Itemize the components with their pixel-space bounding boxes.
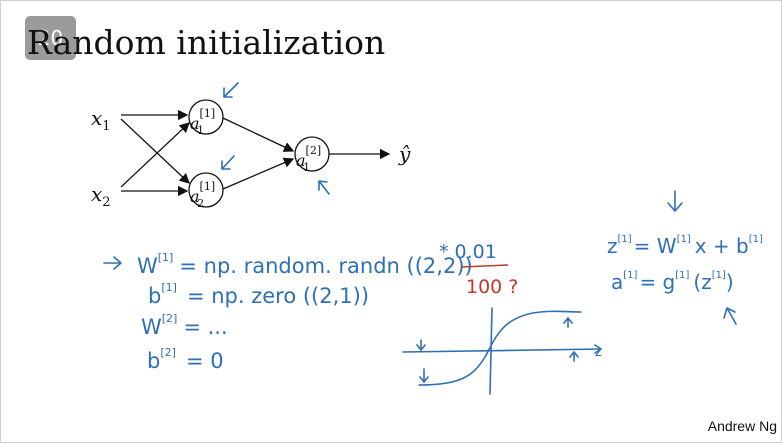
neural-network-diagram: x1 x2 a[1] 1 a[1] 2 a[2] 1 ŷ: [91, 99, 411, 210]
edge-h2-out: [222, 157, 295, 190]
hidden-node-1: [188, 99, 224, 135]
output-node-label: a[2] 1: [296, 144, 321, 174]
note-100-question: 100 ?: [466, 276, 518, 298]
note-scale-factor: * 0.01: [439, 241, 497, 263]
flat-region-arrow-icon: [416, 339, 426, 352]
input-x2: x2: [91, 182, 111, 210]
output-yhat: ŷ: [398, 142, 411, 166]
hidden-node-2-label: a[1] 2: [190, 180, 215, 210]
slide-title: Random initialization: [27, 23, 386, 62]
slide-number: 20: [37, 26, 64, 50]
sketch-sigmoid-curve: [418, 310, 582, 386]
flat-region-arrow-icon: [563, 316, 573, 328]
slide-number-badge: 20: [25, 16, 76, 60]
sketch-axis-label: z: [595, 345, 602, 360]
handwritten-pointer-arrows: [103, 82, 737, 325]
edge-x1-h2: [120, 118, 190, 184]
pointer-arrow-icon: [667, 190, 683, 212]
pointer-arrow-icon: [723, 307, 737, 325]
output-node: [294, 136, 330, 172]
fraction-bar: [460, 264, 509, 268]
edge-x2-h1: [120, 122, 190, 188]
sketch-vertical-axis: [489, 307, 493, 395]
flat-region-arrow-icon: [419, 368, 429, 384]
input-x1: x1: [91, 106, 111, 134]
sketch-horizontal-axis: [402, 348, 602, 353]
edge-h1-out: [222, 117, 295, 152]
pointer-arrow-icon: [223, 82, 239, 98]
note-eq-a1: a[1] = g[1] (z[1]): [611, 270, 734, 294]
handwritten-notes: W[1] = np. random. randn ((2,2)) * 0.01 1…: [137, 234, 763, 373]
note-line-w2: W[2] = ...: [141, 312, 228, 339]
pointer-arrow-icon: [318, 180, 330, 195]
activation-sketch: [402, 307, 603, 395]
footer-author: Andrew Ng: [707, 418, 777, 434]
note-line-b2: b[2] = 0: [147, 346, 224, 373]
note-line-w1: W[1] = np. random. randn ((2,2)): [137, 251, 473, 278]
hidden-node-2: [188, 172, 224, 208]
flat-region-arrow-icon: [569, 350, 579, 362]
pointer-arrow-icon: [103, 256, 122, 270]
note-eq-z1: z[1] = W[1] x + b[1]: [607, 234, 763, 258]
axis-arrowhead-icon: [594, 344, 603, 354]
pointer-arrow-icon: [221, 155, 235, 170]
hidden-node-1-label: a[1] 1: [190, 107, 215, 137]
note-line-b1: b[1] = np. zero ((2,1)): [148, 281, 369, 308]
